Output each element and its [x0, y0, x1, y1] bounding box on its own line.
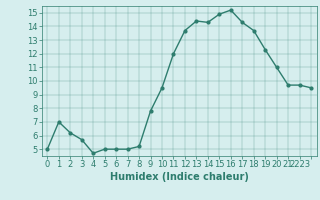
X-axis label: Humidex (Indice chaleur): Humidex (Indice chaleur) — [110, 172, 249, 182]
